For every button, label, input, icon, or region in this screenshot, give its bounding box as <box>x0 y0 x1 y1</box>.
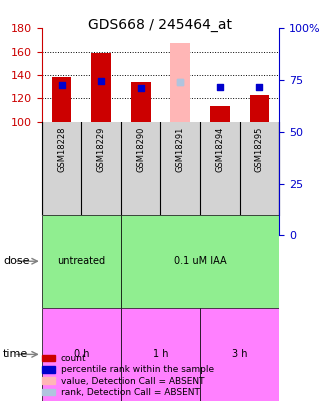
Text: GSM18229: GSM18229 <box>97 126 106 172</box>
FancyBboxPatch shape <box>200 308 279 401</box>
Text: 0 h: 0 h <box>74 350 89 359</box>
Point <box>217 154 222 161</box>
Bar <box>52 137 71 235</box>
Text: GSM18294: GSM18294 <box>215 126 224 172</box>
Text: GSM18290: GSM18290 <box>136 126 145 172</box>
Text: 0.1 uM IAA: 0.1 uM IAA <box>174 256 226 266</box>
Text: value, Detection Call = ABSENT: value, Detection Call = ABSENT <box>61 377 204 386</box>
Text: 3 h: 3 h <box>232 350 247 359</box>
Point <box>178 144 183 151</box>
Text: GSM18295: GSM18295 <box>255 126 264 172</box>
Bar <box>170 62 190 235</box>
Bar <box>131 147 151 235</box>
Text: untreated: untreated <box>57 256 105 266</box>
Point <box>59 152 64 158</box>
Point <box>99 141 104 148</box>
Text: GSM18291: GSM18291 <box>176 126 185 172</box>
Text: count: count <box>61 354 87 363</box>
Bar <box>91 83 111 235</box>
Text: time: time <box>3 350 29 359</box>
Text: GDS668 / 245464_at: GDS668 / 245464_at <box>89 18 232 32</box>
Point <box>257 154 262 161</box>
FancyBboxPatch shape <box>42 308 121 401</box>
Point <box>178 144 183 151</box>
Text: dose: dose <box>3 256 30 266</box>
Text: 1 h: 1 h <box>153 350 168 359</box>
Text: rank, Detection Call = ABSENT: rank, Detection Call = ABSENT <box>61 388 200 397</box>
FancyBboxPatch shape <box>121 308 200 401</box>
Point <box>138 157 143 164</box>
Bar <box>210 202 230 235</box>
Text: percentile rank within the sample: percentile rank within the sample <box>61 365 214 374</box>
FancyBboxPatch shape <box>42 215 121 308</box>
FancyBboxPatch shape <box>121 215 279 308</box>
Text: GSM18228: GSM18228 <box>57 126 66 172</box>
Bar <box>249 176 269 235</box>
